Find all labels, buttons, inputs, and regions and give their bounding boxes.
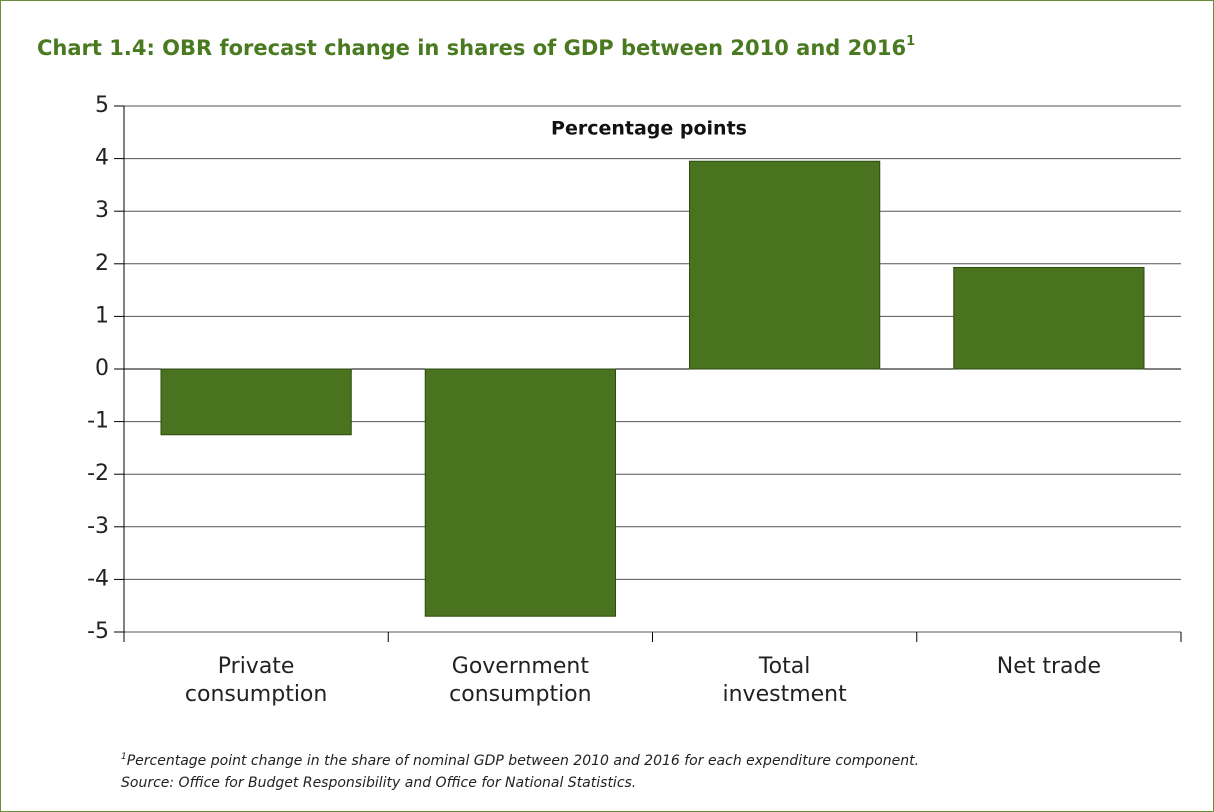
- y-tick-label: 5: [95, 93, 109, 118]
- y-tick-label: -2: [87, 461, 109, 486]
- x-tick-label: Government consumption: [449, 654, 592, 707]
- footnote-text: Percentage point change in the share of …: [127, 753, 919, 769]
- y-tick-label: -3: [87, 514, 109, 539]
- chart-title: Chart 1.4: OBR forecast change in shares…: [37, 34, 915, 61]
- annotation: Percentage points: [551, 118, 747, 140]
- y-tick-label: 1: [95, 303, 109, 328]
- x-tick-label: Private consumption: [184, 654, 328, 707]
- y-tick-label: -4: [87, 566, 109, 591]
- bar: [424, 368, 617, 617]
- footnote-source: Source: Office for Budget Responsibility…: [121, 775, 636, 791]
- y-tick-label: -5: [87, 619, 109, 644]
- y-tick-label: 3: [95, 198, 109, 223]
- y-tick-label: 0: [95, 356, 109, 381]
- title-text: Chart 1.4: OBR forecast change in shares…: [37, 36, 906, 60]
- title-superscript: 1: [906, 34, 915, 49]
- footnote: 1Percentage point change in the share of…: [121, 752, 919, 770]
- x-tick-label: Total investment: [722, 654, 847, 707]
- bar: [160, 368, 352, 436]
- y-tick-label: -1: [87, 409, 109, 434]
- footnote-marker: 1: [121, 752, 127, 762]
- bar: [953, 266, 1145, 370]
- x-tick-label: Net trade: [996, 654, 1101, 679]
- y-tick-label: 4: [95, 146, 109, 171]
- y-tick-label: 2: [95, 251, 109, 276]
- bar: [688, 160, 881, 370]
